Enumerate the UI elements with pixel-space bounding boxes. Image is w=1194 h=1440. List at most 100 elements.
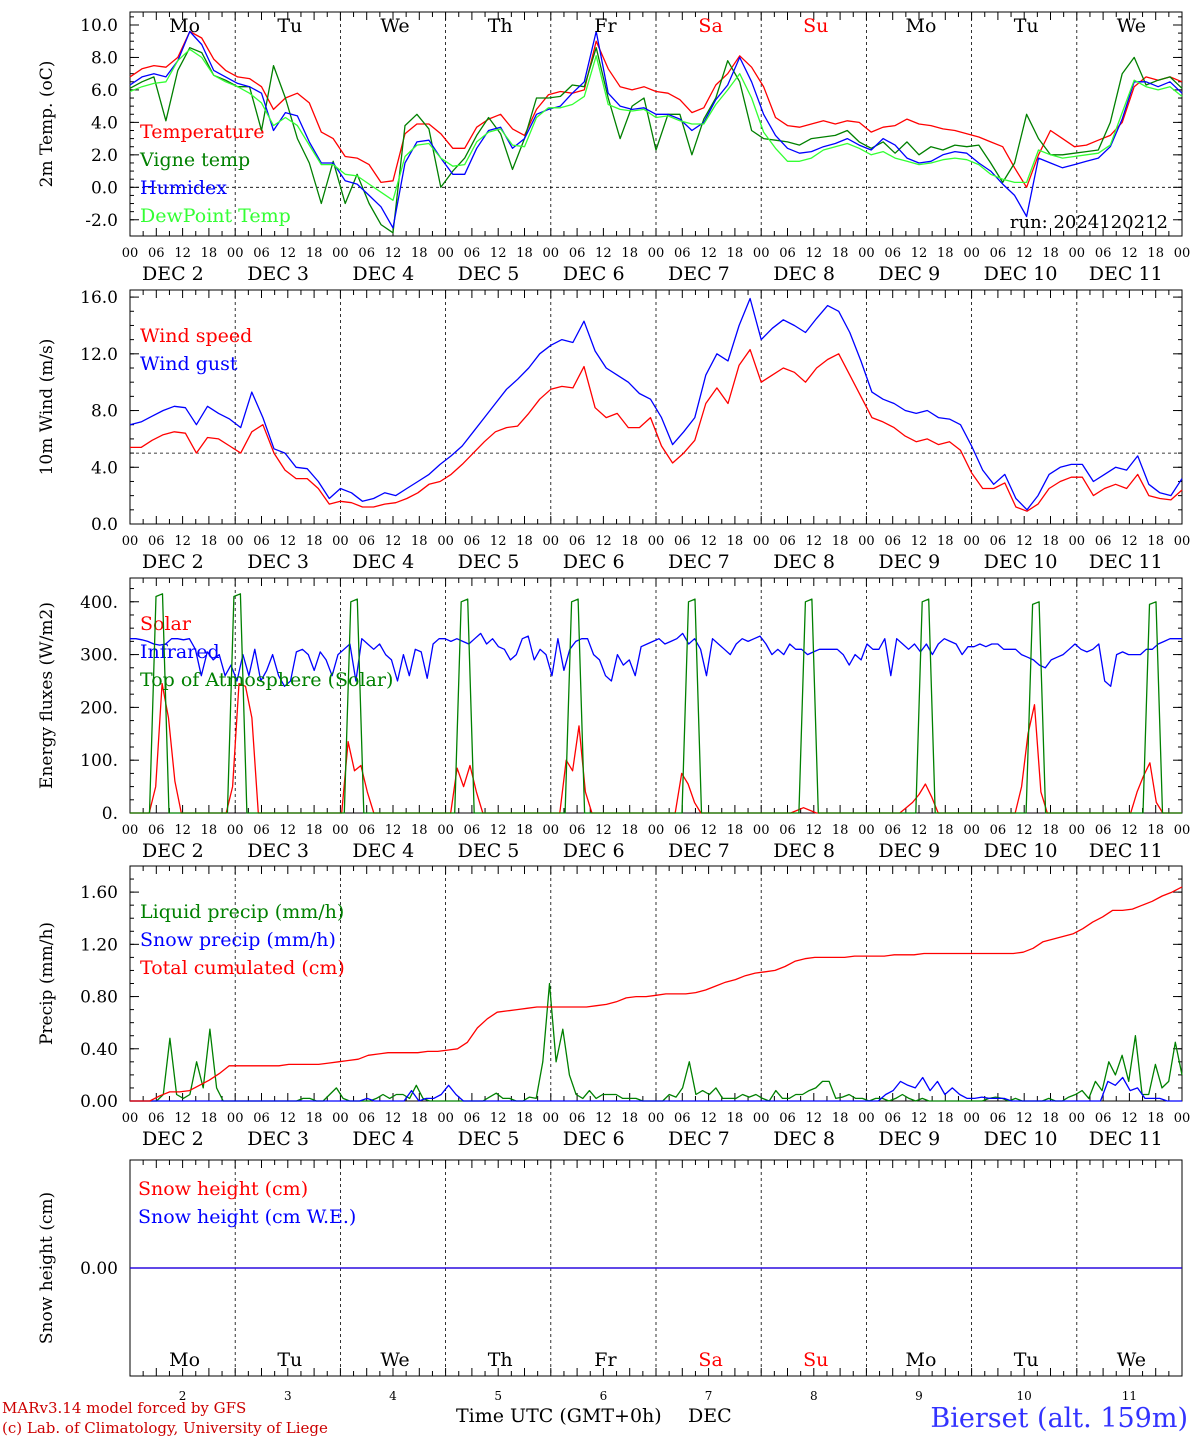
hour-tick-label: 00 xyxy=(963,823,980,838)
hour-tick-label: 18 xyxy=(1147,246,1164,261)
hour-tick-label: 18 xyxy=(727,534,744,549)
hour-tick-label: 00 xyxy=(648,246,665,261)
hour-tick-label: 18 xyxy=(937,823,954,838)
hour-tick-label: 00 xyxy=(543,823,560,838)
date-label: DEC 4 xyxy=(352,263,414,285)
hour-tick-label: 06 xyxy=(464,1111,481,1126)
day-label: We xyxy=(1117,1349,1146,1371)
y-tick-label: 1.60 xyxy=(80,883,118,903)
hour-tick-label: 12 xyxy=(911,246,928,261)
date-label: DEC 7 xyxy=(668,263,730,285)
date-label: DEC 8 xyxy=(773,1128,835,1150)
hour-tick-label: 00 xyxy=(227,1111,244,1126)
day-label: Sa xyxy=(698,1349,722,1371)
day-label: We xyxy=(1117,15,1146,37)
day-label: Tu xyxy=(277,1349,302,1371)
date-label: DEC 2 xyxy=(142,551,204,573)
hour-tick-label: 12 xyxy=(595,823,612,838)
hour-tick-label: 06 xyxy=(253,823,270,838)
hour-tick-label: 00 xyxy=(858,534,875,549)
legend-entry: Total cumulated (cm) xyxy=(140,957,345,979)
legend-entry: Snow precip (mm/h) xyxy=(140,929,336,951)
hour-tick-label: 00 xyxy=(1174,534,1191,549)
day-label: Mo xyxy=(169,15,200,37)
hour-tick-label: 06 xyxy=(358,1111,375,1126)
y-tick-label: 400. xyxy=(80,593,118,613)
station-title: Bierset (alt. 159m) xyxy=(930,1403,1188,1434)
hour-tick-label: 12 xyxy=(700,534,717,549)
panel-1: -2.0 0.0 2.0 4.0 6.0 8.0 10.0 2m Temp. (oC) Temp… xyxy=(37,11,1191,285)
hour-tick-label: 00 xyxy=(753,823,770,838)
hour-tick-label: 18 xyxy=(1147,534,1164,549)
hour-tick-label: 18 xyxy=(306,534,323,549)
hour-tick-label: 06 xyxy=(358,823,375,838)
hour-tick-label: 00 xyxy=(332,246,349,261)
hour-tick-label: 12 xyxy=(1121,534,1138,549)
hour-tick-label: 06 xyxy=(990,534,1007,549)
date-label: DEC 8 xyxy=(773,551,835,573)
hour-tick-label: 12 xyxy=(174,534,191,549)
legend-entry: Liquid precip (mm/h) xyxy=(140,901,344,923)
hour-tick-label: 00 xyxy=(1174,1111,1191,1126)
hour-tick-label: 12 xyxy=(806,246,823,261)
hour-tick-label: 18 xyxy=(201,534,218,549)
legend-entry: Temperature xyxy=(140,121,264,143)
hour-tick-label: 18 xyxy=(411,534,428,549)
day-label: Su xyxy=(803,1349,828,1371)
series-line-2 xyxy=(130,1076,1182,1102)
y-axis-label: Snow height (cm) xyxy=(37,1192,57,1344)
hour-tick-label: 00 xyxy=(437,823,454,838)
hour-tick-label: 00 xyxy=(858,1111,875,1126)
series-line-2 xyxy=(129,297,1183,511)
hour-tick-label: 00 xyxy=(1174,246,1191,261)
hour-tick-label: 00 xyxy=(437,1111,454,1126)
y-tick-label: 4.0 xyxy=(91,458,118,478)
hour-tick-label: 12 xyxy=(1121,823,1138,838)
panel-5: 0.00 Snow height (cm) Snow height (cm) Snow… xyxy=(37,1159,1183,1403)
hour-tick-label: 06 xyxy=(569,534,586,549)
hour-tick-label: 06 xyxy=(1095,534,1112,549)
hour-tick-label: 00 xyxy=(122,534,139,549)
hour-tick-label: 06 xyxy=(884,246,901,261)
hour-tick-label: 00 xyxy=(227,246,244,261)
hour-tick-label: 06 xyxy=(779,1111,796,1126)
date-label: DEC 3 xyxy=(247,263,309,285)
hour-tick-label: 06 xyxy=(569,823,586,838)
hour-tick-label: 06 xyxy=(1095,823,1112,838)
y-axis-label: Precip (mm/h) xyxy=(37,922,57,1045)
hour-tick-label: 06 xyxy=(884,823,901,838)
day-label: Mo xyxy=(906,15,937,37)
hour-tick-label: 18 xyxy=(1042,246,1059,261)
series-line-1 xyxy=(129,30,1183,188)
hour-tick-label: 06 xyxy=(253,534,270,549)
hour-tick-label: 12 xyxy=(700,1111,717,1126)
hour-tick-label: 18 xyxy=(727,246,744,261)
date-label: DEC 2 xyxy=(142,1128,204,1150)
hour-tick-label: 00 xyxy=(122,246,139,261)
hour-tick-label: 06 xyxy=(990,246,1007,261)
hour-tick-label: 12 xyxy=(174,823,191,838)
hour-tick-label: 00 xyxy=(753,534,770,549)
hour-tick-label: 00 xyxy=(858,823,875,838)
date-label: DEC 8 xyxy=(773,263,835,285)
hour-tick-label: 06 xyxy=(148,246,165,261)
y-tick-label: 10.0 xyxy=(80,16,118,36)
hour-tick-label: 06 xyxy=(1095,246,1112,261)
date-label: DEC 9 xyxy=(878,840,940,862)
hour-tick-label: 12 xyxy=(385,534,402,549)
hour-tick-label: 12 xyxy=(280,823,297,838)
hour-tick-label: 18 xyxy=(306,1111,323,1126)
hour-tick-label: 00 xyxy=(122,1111,139,1126)
date-label: DEC 10 xyxy=(984,840,1058,862)
date-label: DEC 9 xyxy=(878,551,940,573)
y-tick-label: 2.0 xyxy=(91,146,118,166)
y-tick-label: 0.0 xyxy=(91,178,118,198)
date-label: DEC 4 xyxy=(352,840,414,862)
hour-tick-label: 06 xyxy=(253,1111,270,1126)
panel-3: 0. 100. 200. 300. 400. Energy fluxes (W/m2) So… xyxy=(37,577,1190,862)
day-label: Mo xyxy=(169,1349,200,1371)
series-line-2 xyxy=(129,47,1183,234)
y-tick-label: 8.0 xyxy=(91,402,118,422)
hour-tick-label: 12 xyxy=(174,246,191,261)
y-tick-label: 100. xyxy=(80,751,118,771)
